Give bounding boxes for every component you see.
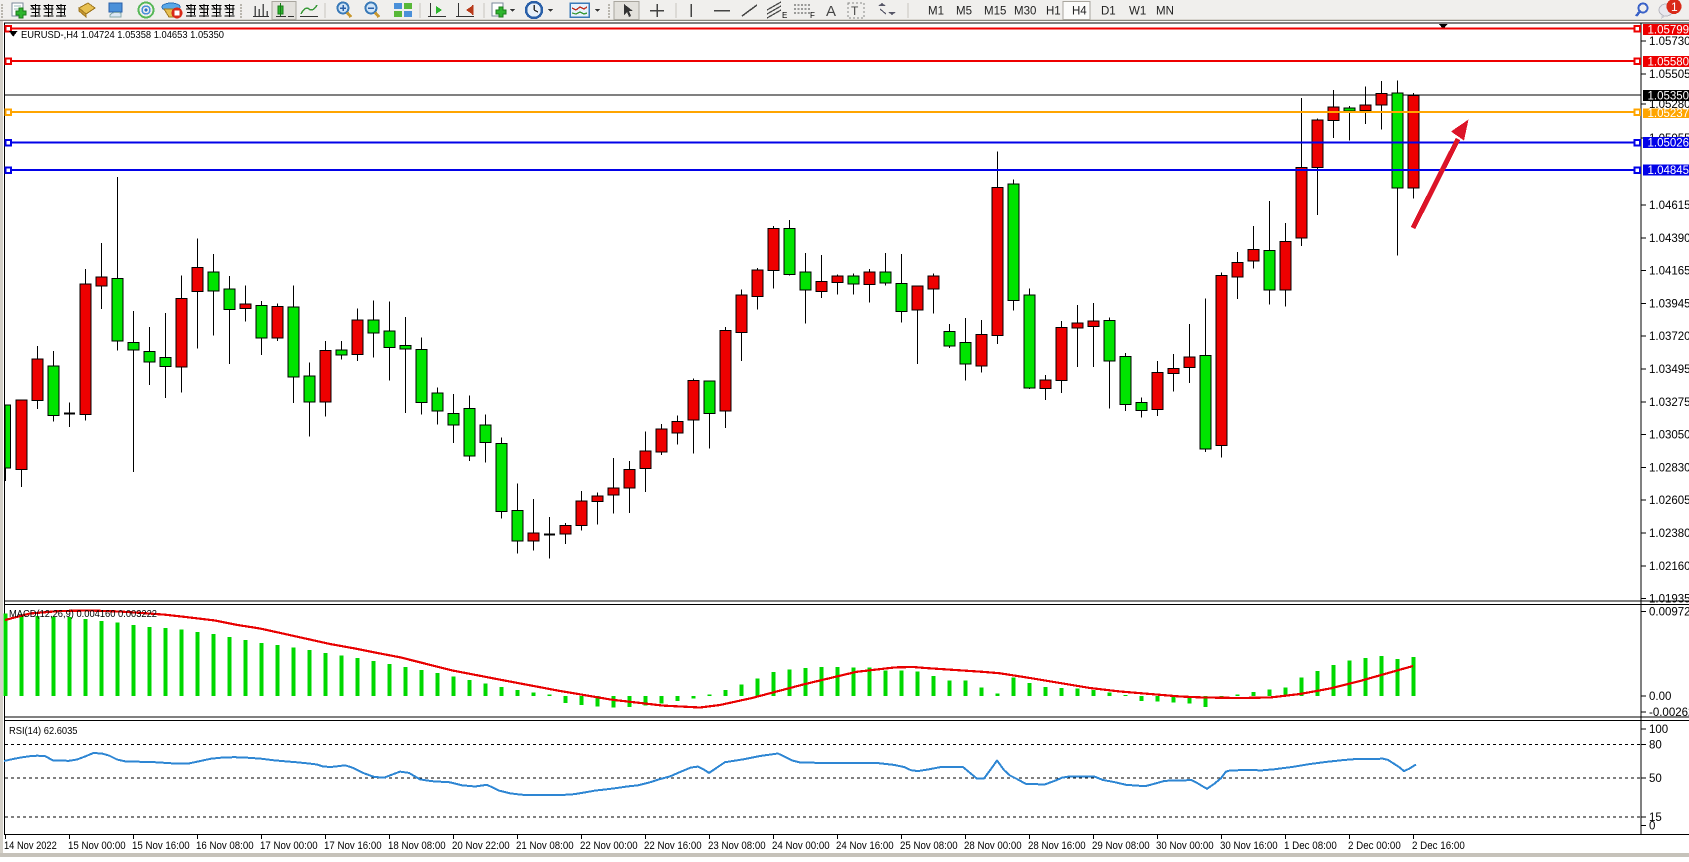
svg-text:1.02830: 1.02830 xyxy=(1649,462,1689,474)
svg-text:1.05505: 1.05505 xyxy=(1649,69,1689,81)
svg-text:16 Nov 08:00: 16 Nov 08:00 xyxy=(196,840,254,852)
svg-text:EURUSD-,H4 1.04724 1.05358 1.: EURUSD-,H4 1.04724 1.05358 1.04653 1.053… xyxy=(21,29,224,41)
svg-text:30 Nov 16:00: 30 Nov 16:00 xyxy=(1220,840,1278,852)
svg-text:1.05580: 1.05580 xyxy=(1648,57,1689,69)
svg-text:25 Nov 08:00: 25 Nov 08:00 xyxy=(900,840,958,852)
svg-text:1.03720: 1.03720 xyxy=(1649,331,1689,343)
svg-text:80: 80 xyxy=(1649,740,1662,752)
svg-text:1.01935: 1.01935 xyxy=(1649,594,1689,606)
svg-text:22 Nov 16:00: 22 Nov 16:00 xyxy=(644,840,702,852)
svg-text:17 Nov 00:00: 17 Nov 00:00 xyxy=(260,840,318,852)
svg-text:1.02160: 1.02160 xyxy=(1649,561,1689,573)
svg-text:H1: H1 xyxy=(1046,6,1061,18)
svg-text:M1: M1 xyxy=(928,6,944,18)
svg-text:100: 100 xyxy=(1649,724,1668,736)
svg-text:1.03495: 1.03495 xyxy=(1649,364,1689,376)
svg-text:T: T xyxy=(851,4,859,18)
svg-text:1.02605: 1.02605 xyxy=(1649,495,1689,507)
svg-text:F: F xyxy=(810,11,815,20)
svg-text:1.04165: 1.04165 xyxy=(1649,266,1689,278)
svg-text:1.04390: 1.04390 xyxy=(1649,233,1689,245)
svg-text:20 Nov 22:00: 20 Nov 22:00 xyxy=(452,840,510,852)
svg-text:1.05026: 1.05026 xyxy=(1648,138,1689,150)
svg-text:14 Nov 2022: 14 Nov 2022 xyxy=(4,840,57,852)
svg-text:A: A xyxy=(826,3,836,20)
svg-text:D1: D1 xyxy=(1101,6,1116,18)
svg-text:1.03050: 1.03050 xyxy=(1649,430,1689,442)
svg-text:0.00: 0.00 xyxy=(1649,691,1671,703)
svg-text:29 Nov 08:00: 29 Nov 08:00 xyxy=(1092,840,1150,852)
svg-text:18 Nov 08:00: 18 Nov 08:00 xyxy=(388,840,446,852)
svg-text:21 Nov 08:00: 21 Nov 08:00 xyxy=(516,840,574,852)
svg-text:24 Nov 00:00: 24 Nov 00:00 xyxy=(772,840,830,852)
svg-text:M5: M5 xyxy=(956,6,972,18)
svg-text:M15: M15 xyxy=(984,6,1006,18)
svg-text:28 Nov 00:00: 28 Nov 00:00 xyxy=(964,840,1022,852)
svg-text:1 Dec 08:00: 1 Dec 08:00 xyxy=(1284,840,1337,852)
svg-text:15 Nov 00:00: 15 Nov 00:00 xyxy=(68,840,126,852)
svg-text:1.05799: 1.05799 xyxy=(1648,25,1689,37)
svg-text:1: 1 xyxy=(1671,0,1678,14)
svg-text:28 Nov 16:00: 28 Nov 16:00 xyxy=(1028,840,1086,852)
svg-text:MACD(12,26,9) 0.004160 0.00322: MACD(12,26,9) 0.004160 0.003222 xyxy=(9,608,157,620)
svg-text:22 Nov 00:00: 22 Nov 00:00 xyxy=(580,840,638,852)
svg-text:24 Nov 16:00: 24 Nov 16:00 xyxy=(836,840,894,852)
svg-text:1.04615: 1.04615 xyxy=(1649,200,1689,212)
svg-text:E: E xyxy=(782,11,787,20)
svg-text:1.05237: 1.05237 xyxy=(1648,108,1689,120)
svg-text:30 Nov 00:00: 30 Nov 00:00 xyxy=(1156,840,1214,852)
svg-text:0.00972: 0.00972 xyxy=(1649,606,1689,618)
svg-text:RSI(14) 62.6035: RSI(14) 62.6035 xyxy=(9,725,78,737)
svg-text:23 Nov 08:00: 23 Nov 08:00 xyxy=(708,840,766,852)
svg-text:1.02380: 1.02380 xyxy=(1649,528,1689,540)
svg-text:MN: MN xyxy=(1156,6,1174,18)
svg-text:2 Dec 00:00: 2 Dec 00:00 xyxy=(1348,840,1401,852)
svg-text:1.04845: 1.04845 xyxy=(1648,165,1689,177)
svg-text:M30: M30 xyxy=(1014,6,1036,18)
svg-text:1.05350: 1.05350 xyxy=(1648,91,1689,103)
svg-text:50: 50 xyxy=(1649,773,1662,785)
svg-text:W1: W1 xyxy=(1129,6,1146,18)
svg-text:-0.00262: -0.00262 xyxy=(1649,707,1689,719)
svg-text:0: 0 xyxy=(1649,821,1655,833)
svg-text:H4: H4 xyxy=(1072,6,1087,18)
svg-text:1.05730: 1.05730 xyxy=(1649,36,1689,48)
svg-text:2 Dec 16:00: 2 Dec 16:00 xyxy=(1412,840,1465,852)
svg-text:1.03275: 1.03275 xyxy=(1649,397,1689,409)
svg-text:17 Nov 16:00: 17 Nov 16:00 xyxy=(324,840,382,852)
svg-text:1.03945: 1.03945 xyxy=(1649,298,1689,310)
svg-text:15 Nov 16:00: 15 Nov 16:00 xyxy=(132,840,190,852)
